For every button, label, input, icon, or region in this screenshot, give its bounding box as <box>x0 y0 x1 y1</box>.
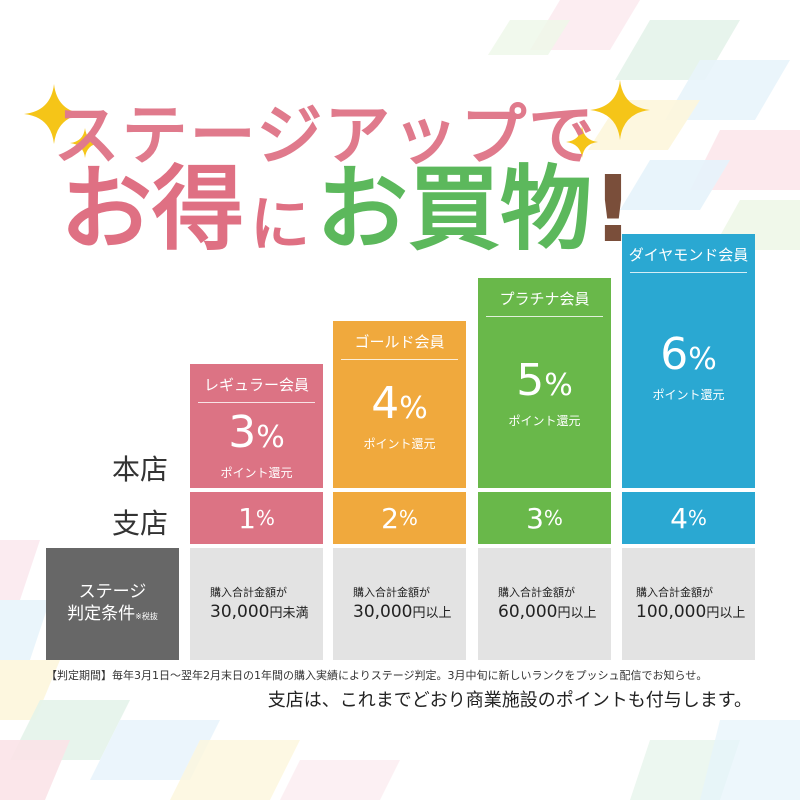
branch-percent: 2 <box>381 501 399 535</box>
condition-unit: 円以上 <box>412 606 452 621</box>
condition-header-line2: 判定条件 <box>67 603 136 624</box>
condition-amount: 30,000 <box>353 602 413 622</box>
condition-header-line1: ステージ <box>78 581 147 602</box>
condition-header-note: ※税抜 <box>135 611 158 621</box>
tier-name: ダイヤモンド会員 <box>622 234 755 273</box>
condition-gold: 購入合計金額が 30,000円以上 <box>333 548 466 660</box>
condition-label: 購入合計金額が <box>636 586 713 599</box>
condition-label: 購入合計金額が <box>353 586 430 599</box>
tier-main-suffix: ポイント還元 <box>508 414 581 428</box>
tier-diamond: ダイヤモンド会員 6% ポイント還元 <box>622 234 755 488</box>
sparkle-icon <box>70 128 100 158</box>
condition-amount: 30,000 <box>210 602 270 622</box>
tier-main-percent: 4 <box>371 378 400 429</box>
headline-okaimono: お買物 <box>316 156 593 263</box>
percent-unit: % <box>398 506 418 530</box>
branch-percent: 3 <box>526 501 544 535</box>
headline-otoku: お得 <box>60 156 245 263</box>
sparkle-icon <box>24 84 84 144</box>
condition-diamond: 購入合計金額が 100,000円以上 <box>622 548 755 660</box>
percent-unit: % <box>687 506 707 530</box>
tier-name: ゴールド会員 <box>333 321 466 360</box>
percent-unit: % <box>256 420 285 455</box>
tier-main-percent: 5 <box>516 355 545 406</box>
sparkle-icon <box>566 126 598 158</box>
condition-label: 購入合計金額が <box>210 586 287 599</box>
percent-unit: % <box>688 342 717 377</box>
sparkle-icon <box>590 80 650 140</box>
headline-ni: に <box>250 190 311 260</box>
percent-unit: % <box>543 506 563 530</box>
condition-unit: 円以上 <box>557 606 597 621</box>
tier-main-percent: 3 <box>228 407 257 458</box>
tier-main-percent: 6 <box>660 329 689 380</box>
branch-note: 支店は、これまでどおり商業施設のポイントも付与します。 <box>267 690 752 711</box>
tier-name: レギュラー会員 <box>190 364 323 403</box>
tier-main-suffix: ポイント還元 <box>220 466 293 480</box>
percent-unit: % <box>255 506 275 530</box>
tier-main-suffix: ポイント還元 <box>363 437 436 451</box>
tier-regular: レギュラー会員 3% ポイント還元 <box>190 364 323 488</box>
condition-unit: 円未満 <box>269 606 309 621</box>
row-label-branch: 支店 <box>111 507 168 540</box>
condition-label: 購入合計金額が <box>498 586 575 599</box>
condition-platinum: 購入合計金額が 60,000円以上 <box>478 548 611 660</box>
branch-percent: 1 <box>238 501 256 535</box>
branch-diamond: 4% <box>622 492 755 544</box>
branch-regular: 1% <box>190 492 323 544</box>
tier-main-suffix: ポイント還元 <box>652 388 725 402</box>
tier-platinum: プラチナ会員 5% ポイント還元 <box>478 278 611 488</box>
branch-platinum: 3% <box>478 492 611 544</box>
condition-regular: 購入合計金額が 30,000円未満 <box>190 548 323 660</box>
row-label-main-store: 本店 <box>111 453 168 486</box>
condition-header: ステージ 判定条件※税抜 <box>46 548 179 660</box>
headline-line1: ステージアップで <box>53 97 597 174</box>
condition-unit: 円以上 <box>706 606 746 621</box>
condition-amount: 60,000 <box>498 602 558 622</box>
tier-name: プラチナ会員 <box>478 278 611 317</box>
period-note: 【判定期間】毎年3月1日～翌年2月末日の1年間の購入実績によりステージ判定。3月… <box>46 669 708 682</box>
condition-amount: 100,000 <box>636 602 707 622</box>
headline-line2: お得 に お買物 ! <box>60 156 634 263</box>
percent-unit: % <box>544 368 573 403</box>
tier-gold: ゴールド会員 4% ポイント還元 <box>333 321 466 488</box>
branch-percent: 4 <box>670 501 688 535</box>
branch-gold: 2% <box>333 492 466 544</box>
percent-unit: % <box>399 391 428 426</box>
